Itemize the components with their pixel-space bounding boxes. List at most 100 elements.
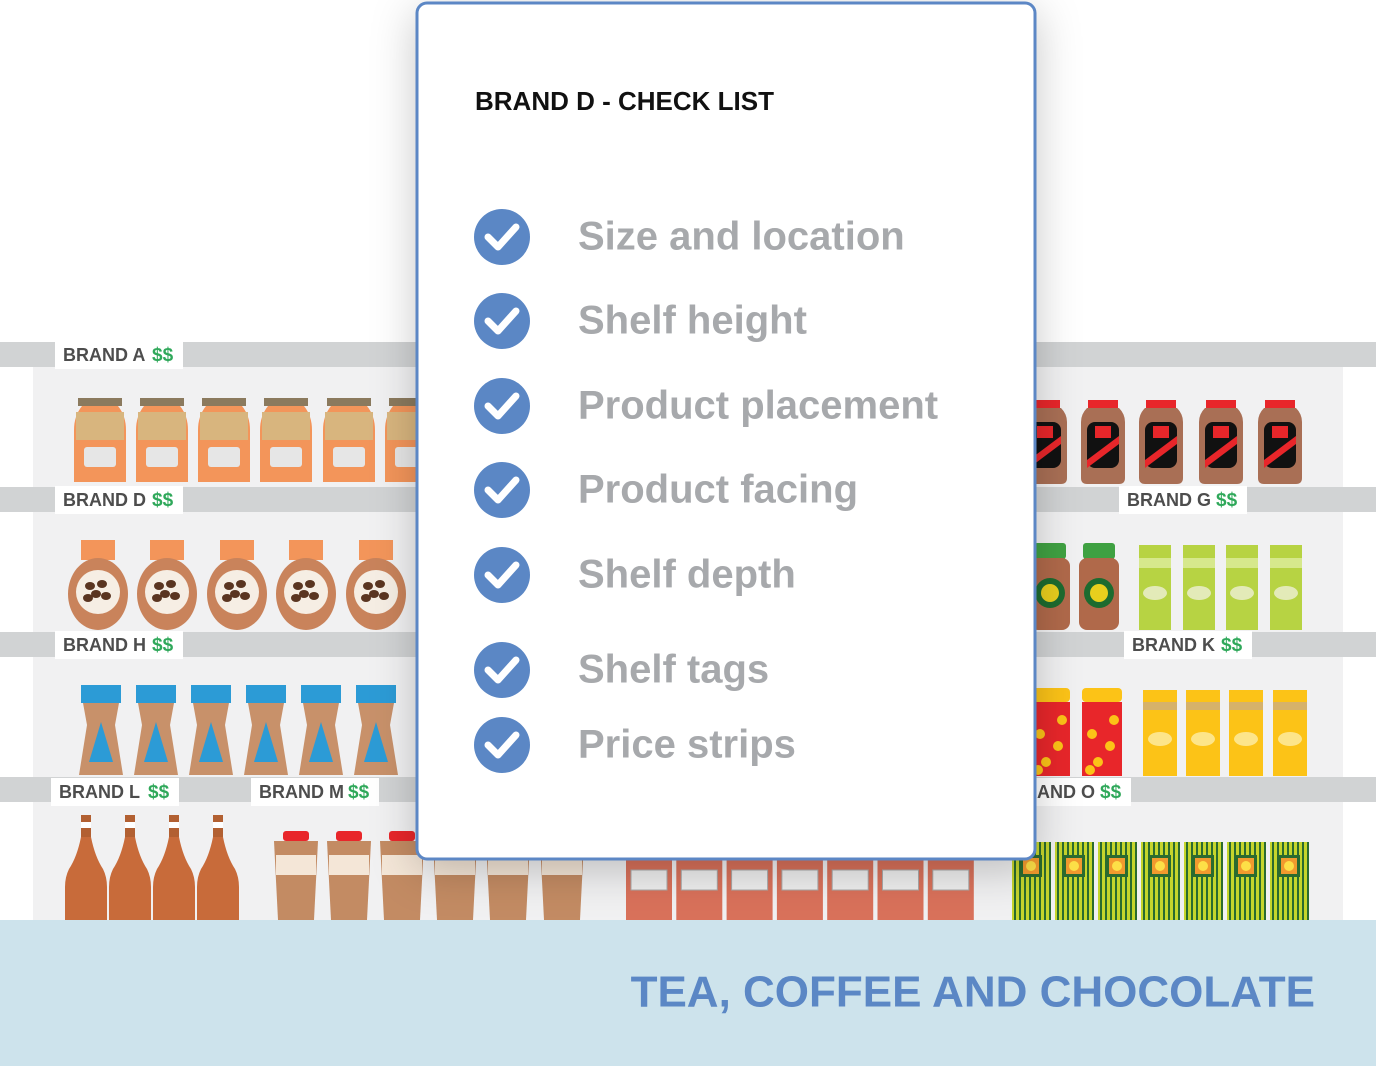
product [1120, 842, 1122, 920]
product [1029, 436, 1061, 468]
check-icon [474, 717, 530, 773]
product [1067, 842, 1069, 920]
product [78, 398, 122, 406]
product [1183, 558, 1215, 568]
check-icon [474, 293, 530, 349]
product [191, 685, 231, 703]
checklist-item: Price strips [578, 723, 796, 767]
product [1168, 842, 1170, 920]
product [1187, 586, 1211, 600]
check-mark [484, 392, 520, 420]
product [1292, 842, 1294, 920]
checklist-item: Shelf tags [578, 648, 769, 692]
product [136, 685, 176, 703]
check-mark [484, 561, 520, 589]
tag-price: $$ [148, 782, 170, 803]
product [1155, 861, 1165, 871]
product [1278, 732, 1302, 746]
product [1014, 842, 1016, 920]
product [1105, 741, 1115, 751]
product [680, 869, 718, 891]
product [1241, 861, 1251, 871]
product [363, 582, 373, 590]
product [146, 447, 178, 467]
product [154, 582, 164, 590]
product [1109, 715, 1119, 725]
product [240, 592, 250, 600]
product [85, 582, 95, 590]
product [1057, 842, 1059, 920]
product [305, 580, 315, 588]
product [1244, 842, 1246, 920]
product [166, 580, 176, 588]
tag-brand: BRAND D [63, 490, 146, 510]
check-mark [484, 731, 520, 759]
checklist-item: Product placement [578, 384, 938, 428]
product [1302, 842, 1304, 920]
product [276, 855, 316, 875]
tag-price: $$ [1100, 782, 1122, 803]
product [1143, 702, 1177, 710]
product [1049, 842, 1051, 920]
product [1213, 426, 1229, 438]
product [1270, 558, 1302, 568]
product [1173, 842, 1175, 920]
check-icon [474, 547, 530, 603]
shelf-tag [55, 341, 183, 369]
product [220, 540, 254, 560]
checklist-item: Shelf depth [578, 553, 796, 597]
product [1087, 729, 1097, 739]
product [389, 398, 433, 406]
product [1205, 436, 1237, 468]
product [1307, 842, 1309, 920]
product [1029, 842, 1031, 920]
product [1216, 842, 1218, 920]
product [356, 685, 396, 703]
product [197, 837, 239, 920]
check-icon [474, 462, 530, 518]
product [1019, 842, 1021, 920]
product [1143, 586, 1167, 600]
product [1069, 861, 1079, 871]
product [1206, 842, 1208, 920]
product [293, 582, 303, 590]
product [1115, 842, 1117, 920]
product [1259, 842, 1261, 920]
product [1230, 586, 1254, 600]
product [1082, 842, 1084, 920]
product [1095, 426, 1111, 438]
product [150, 540, 184, 560]
product [1034, 543, 1066, 559]
product [84, 447, 116, 467]
product [1112, 861, 1122, 871]
product [375, 580, 385, 588]
product [1030, 400, 1060, 408]
shelf-tag [251, 778, 379, 806]
product [882, 869, 919, 891]
product [1110, 842, 1112, 920]
product [369, 590, 379, 598]
product [1297, 842, 1299, 920]
product [1254, 842, 1256, 920]
product [140, 398, 184, 406]
product [1158, 842, 1160, 920]
tag-price: $$ [1216, 490, 1238, 511]
product [1163, 842, 1165, 920]
checklist-item: Product facing [578, 468, 858, 512]
product [1083, 543, 1115, 559]
product [65, 837, 107, 920]
product [1229, 842, 1231, 920]
check-icon [474, 378, 530, 434]
product [1201, 842, 1203, 920]
product [382, 855, 422, 875]
tag-price: $$ [152, 345, 174, 366]
product [1229, 702, 1263, 710]
check-mark [484, 476, 520, 504]
tag-brand: BRAND M [259, 782, 344, 802]
product [213, 822, 223, 828]
tag-price: $$ [348, 782, 370, 803]
product [1234, 732, 1258, 746]
product [364, 722, 388, 762]
tag-brand: BRAND A [63, 345, 145, 365]
